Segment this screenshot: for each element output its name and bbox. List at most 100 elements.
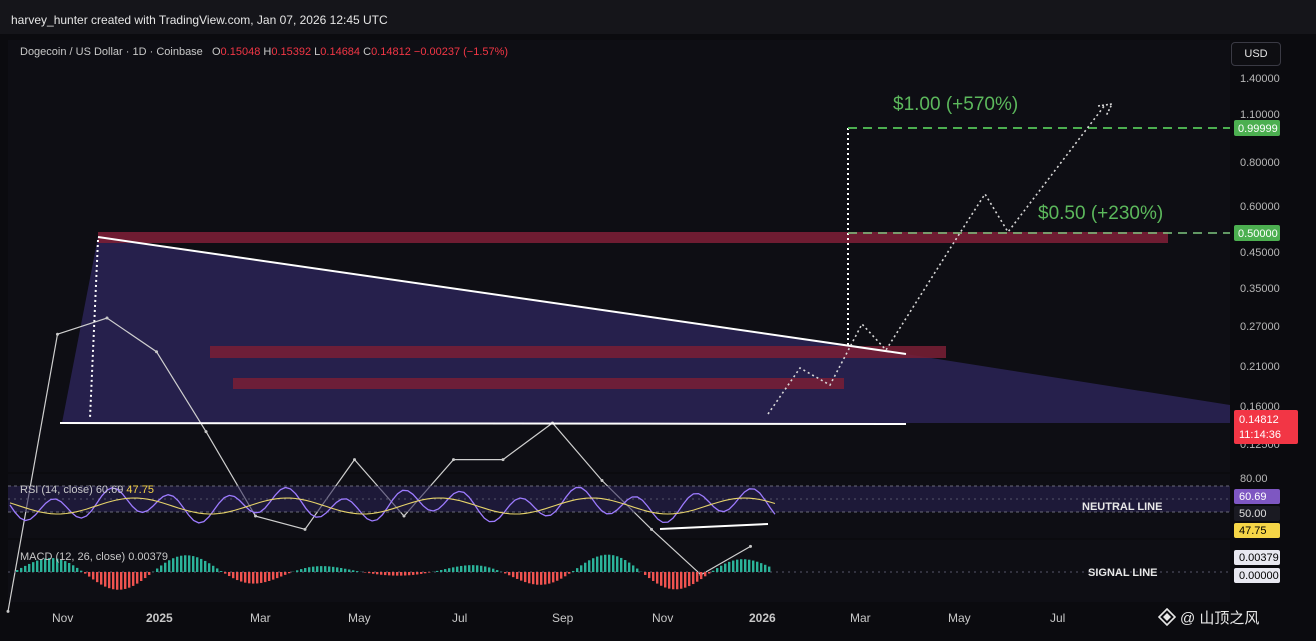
change-value: −0.00237 (−1.57%) xyxy=(413,46,509,58)
watermark-text: @ 山顶之风 xyxy=(1180,610,1260,627)
macd-bar xyxy=(764,564,767,572)
macd-bar xyxy=(516,572,519,579)
time-tick: Mar xyxy=(250,611,271,625)
badge-countdown-text: 11:14:36 xyxy=(1239,429,1281,441)
macd-bar xyxy=(544,572,547,585)
macd-bar xyxy=(408,572,411,576)
macd-bar xyxy=(580,565,583,572)
symbol-title[interactable]: Dogecoin / US Dollar · 1D · Coinbase xyxy=(20,46,203,58)
macd-bar xyxy=(352,570,355,572)
macd-bar xyxy=(532,572,535,585)
macd-bar xyxy=(556,572,559,581)
macd-bar xyxy=(652,572,655,581)
macd-bar xyxy=(320,566,323,572)
macd-bar xyxy=(228,572,231,577)
macd-bar xyxy=(492,568,495,572)
price-point xyxy=(56,332,59,336)
macd-bar xyxy=(140,572,143,581)
macd-bar xyxy=(572,570,575,572)
macd-bar xyxy=(756,561,759,572)
macd-bar xyxy=(680,572,683,589)
price-point xyxy=(155,350,158,354)
macd-bar xyxy=(560,572,563,579)
macd-bar xyxy=(724,563,727,572)
macd-bar xyxy=(20,567,23,572)
badge-target-2 xyxy=(1234,225,1280,241)
macd-bar xyxy=(384,572,387,576)
triangle-fill xyxy=(62,237,1230,423)
price-point xyxy=(749,544,752,548)
macd-bar xyxy=(624,560,627,572)
badge-rsi-ma xyxy=(1234,523,1280,538)
macd-bar xyxy=(496,570,499,572)
macd-bar xyxy=(216,568,219,572)
macd-bar xyxy=(436,570,439,572)
price-point xyxy=(204,430,208,434)
macd-bar xyxy=(488,567,491,572)
macd-bar xyxy=(200,558,203,572)
chart-canvas[interactable]: $1.00 (+570%) $0.50 (+230%) 1.40000 1.10… xyxy=(0,34,1316,641)
macd-bar xyxy=(148,572,151,575)
macd-bar xyxy=(212,565,215,572)
macd-bar xyxy=(592,558,595,572)
macd-bar xyxy=(176,556,179,572)
target-2-label: $0.50 (+230%) xyxy=(1038,203,1163,224)
macd-bar xyxy=(428,572,431,573)
macd-bar xyxy=(480,565,483,572)
macd-bar xyxy=(716,568,719,572)
macd-bar xyxy=(36,560,39,572)
badge-rsi-ma-text: 47.75 xyxy=(1239,525,1267,537)
macd-label: MACD (12, 26, close) xyxy=(20,551,126,563)
rsi-ma-value: 47.75 xyxy=(126,484,154,496)
ohlc-legend: Dogecoin / US Dollar · 1D · Coinbase O0.… xyxy=(20,46,508,58)
price-point xyxy=(303,527,307,531)
price-point xyxy=(452,458,455,462)
macd-bar xyxy=(708,572,711,574)
macd-bar xyxy=(380,572,383,575)
price-point xyxy=(105,316,109,320)
badge-target-2-text: 0.50000 xyxy=(1238,228,1278,240)
macd-bar xyxy=(268,572,271,581)
macd-bar xyxy=(184,555,187,572)
macd-bar xyxy=(748,559,751,572)
macd-bar xyxy=(444,569,447,572)
macd-bar xyxy=(412,572,415,575)
macd-pane[interactable] xyxy=(8,540,1230,602)
macd-bar xyxy=(32,562,35,572)
macd-bar xyxy=(604,554,607,572)
signal-line-label: SIGNAL LINE xyxy=(1088,567,1157,579)
macd-bar xyxy=(472,565,475,572)
time-tick: Jul xyxy=(1050,611,1065,625)
credit-bar: harvey_hunter created with TradingView.c… xyxy=(0,0,1316,34)
macd-bar xyxy=(740,559,743,572)
macd-bar xyxy=(100,572,103,585)
macd-bar xyxy=(308,567,311,572)
price-tick: 0.35000 xyxy=(1240,283,1280,295)
macd-bar xyxy=(72,565,75,572)
time-tick: Nov xyxy=(52,611,73,625)
macd-bar xyxy=(348,569,351,572)
macd-bar xyxy=(688,572,691,587)
macd-bar xyxy=(116,572,119,590)
macd-bar xyxy=(84,572,87,574)
rsi-label: RSI (14, close) xyxy=(20,484,93,496)
macd-bar xyxy=(696,572,699,582)
macd-bar xyxy=(224,572,227,574)
macd-bar xyxy=(396,572,399,576)
badge-macd-zero-text: 0.00000 xyxy=(1239,570,1279,582)
macd-bar xyxy=(144,572,147,579)
macd-bar xyxy=(16,570,19,572)
price-point xyxy=(501,458,505,462)
macd-bar xyxy=(548,572,551,584)
macd-bar xyxy=(168,560,171,572)
currency-button[interactable]: USD xyxy=(1231,42,1281,66)
rsi-line xyxy=(9,486,776,524)
macd-bar xyxy=(336,567,339,572)
macd-bar xyxy=(656,572,659,584)
macd-bar xyxy=(28,563,31,572)
macd-bar xyxy=(448,568,451,572)
high-label: H xyxy=(263,46,272,58)
macd-bar xyxy=(388,572,391,576)
macd-bar xyxy=(568,572,571,574)
macd-bar xyxy=(484,566,487,572)
